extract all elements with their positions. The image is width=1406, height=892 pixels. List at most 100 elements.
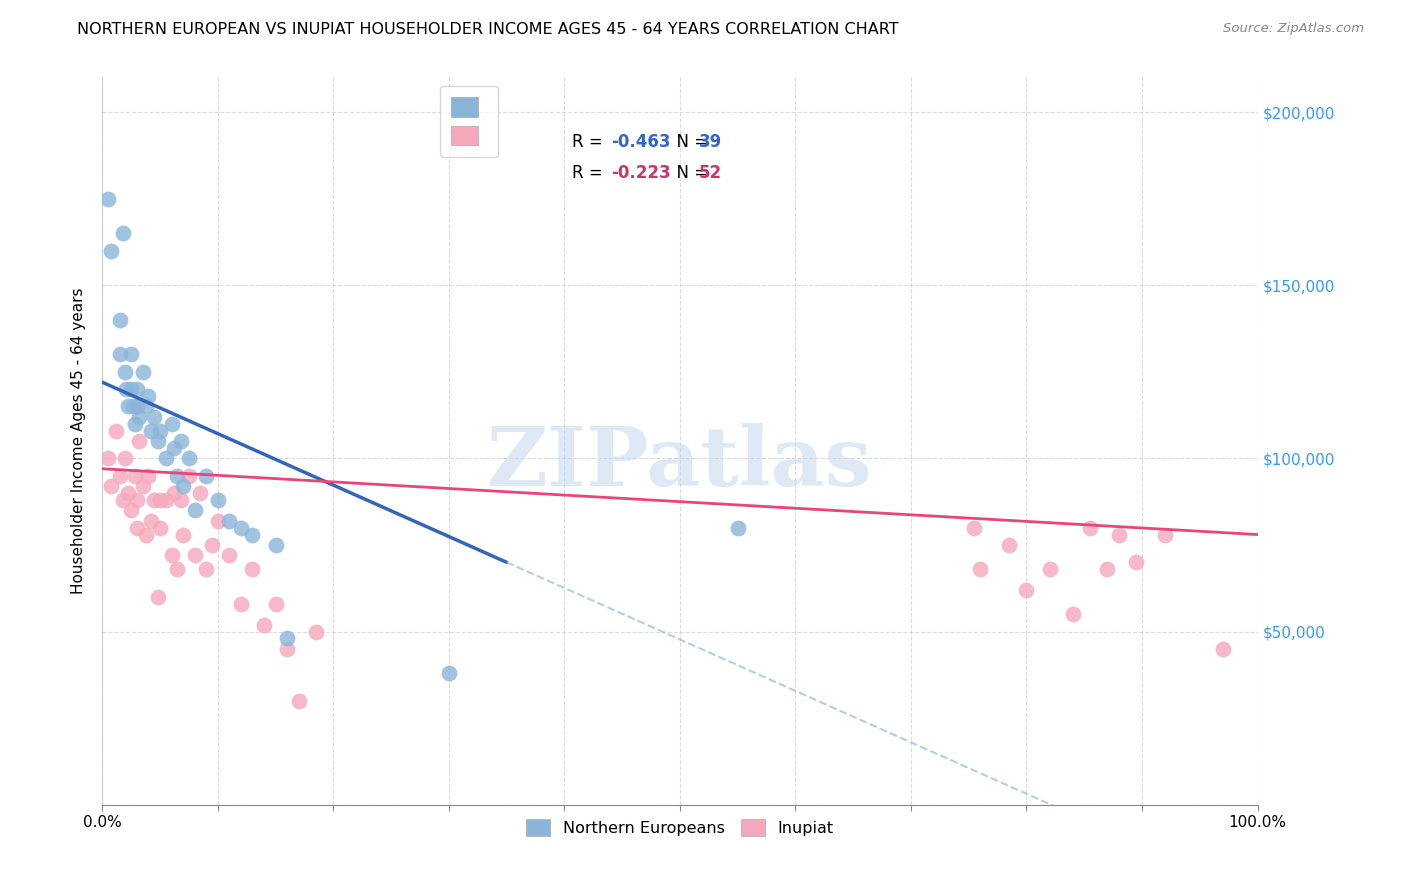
Point bbox=[120, 382, 142, 396]
Point bbox=[264, 538, 287, 552]
Point bbox=[218, 514, 240, 528]
Point bbox=[253, 617, 276, 632]
Point bbox=[122, 400, 145, 414]
Point bbox=[172, 479, 194, 493]
Point bbox=[131, 479, 153, 493]
Point bbox=[117, 486, 139, 500]
Point bbox=[166, 562, 188, 576]
Point bbox=[201, 538, 224, 552]
Point bbox=[170, 434, 193, 448]
Point bbox=[172, 527, 194, 541]
Point bbox=[115, 382, 138, 396]
Point bbox=[128, 434, 150, 448]
Point bbox=[163, 441, 186, 455]
Text: 39: 39 bbox=[699, 133, 721, 151]
Text: N =: N = bbox=[666, 164, 713, 182]
Point bbox=[1038, 562, 1060, 576]
Point bbox=[135, 400, 157, 414]
Point bbox=[183, 503, 205, 517]
Point bbox=[105, 424, 128, 438]
Text: NORTHERN EUROPEAN VS INUPIAT HOUSEHOLDER INCOME AGES 45 - 64 YEARS CORRELATION C: NORTHERN EUROPEAN VS INUPIAT HOUSEHOLDER… bbox=[77, 22, 898, 37]
Point bbox=[229, 597, 252, 611]
Legend: Northern Europeans, Inupiat: Northern Europeans, Inupiat bbox=[519, 811, 842, 844]
Point bbox=[138, 468, 160, 483]
Point bbox=[998, 538, 1021, 552]
Point bbox=[229, 521, 252, 535]
Point bbox=[1078, 521, 1101, 535]
Y-axis label: Householder Income Ages 45 - 64 years: Householder Income Ages 45 - 64 years bbox=[72, 288, 86, 594]
Text: R =: R = bbox=[572, 164, 607, 182]
Text: R =: R = bbox=[572, 133, 607, 151]
Point bbox=[1108, 527, 1130, 541]
Point bbox=[183, 549, 205, 563]
Point bbox=[97, 451, 120, 466]
Point bbox=[160, 417, 183, 431]
Point bbox=[170, 492, 193, 507]
Point bbox=[117, 400, 139, 414]
Point bbox=[125, 521, 148, 535]
Point bbox=[305, 624, 328, 639]
Point bbox=[120, 503, 142, 517]
Point bbox=[155, 451, 177, 466]
Point bbox=[963, 521, 986, 535]
Point bbox=[195, 468, 218, 483]
Point bbox=[125, 492, 148, 507]
Point bbox=[108, 347, 131, 361]
Point bbox=[1015, 582, 1038, 597]
Text: -0.223: -0.223 bbox=[612, 164, 671, 182]
Point bbox=[114, 365, 136, 379]
Text: -0.463: -0.463 bbox=[612, 133, 671, 151]
Point bbox=[287, 694, 309, 708]
Point bbox=[125, 400, 148, 414]
Point bbox=[149, 492, 172, 507]
Point bbox=[100, 479, 122, 493]
Point bbox=[727, 521, 749, 535]
Point bbox=[163, 486, 186, 500]
Point bbox=[166, 468, 188, 483]
Point bbox=[1125, 555, 1147, 569]
Text: N =: N = bbox=[666, 133, 713, 151]
Point bbox=[114, 451, 136, 466]
Point bbox=[437, 666, 460, 681]
Point bbox=[138, 389, 160, 403]
Point bbox=[242, 562, 264, 576]
Point bbox=[1062, 607, 1084, 622]
Text: 52: 52 bbox=[699, 164, 721, 182]
Point bbox=[276, 632, 298, 646]
Point bbox=[149, 521, 172, 535]
Point bbox=[124, 417, 146, 431]
Point bbox=[108, 313, 131, 327]
Point bbox=[276, 641, 298, 656]
Point bbox=[1097, 562, 1119, 576]
Point bbox=[120, 347, 142, 361]
Point bbox=[135, 527, 157, 541]
Text: Source: ZipAtlas.com: Source: ZipAtlas.com bbox=[1223, 22, 1364, 36]
Point bbox=[149, 424, 172, 438]
Point bbox=[155, 492, 177, 507]
Point bbox=[195, 562, 218, 576]
Point bbox=[143, 492, 166, 507]
Point bbox=[177, 451, 200, 466]
Point bbox=[1212, 641, 1234, 656]
Point bbox=[264, 597, 287, 611]
Point bbox=[139, 514, 162, 528]
Point bbox=[111, 492, 134, 507]
Point bbox=[124, 468, 146, 483]
Point bbox=[139, 424, 162, 438]
Point bbox=[1154, 527, 1177, 541]
Point bbox=[128, 409, 150, 424]
Point bbox=[111, 227, 134, 241]
Point bbox=[218, 549, 240, 563]
Point bbox=[143, 409, 166, 424]
Point bbox=[242, 527, 264, 541]
Point bbox=[146, 590, 169, 604]
Point bbox=[100, 244, 122, 258]
Point bbox=[177, 468, 200, 483]
Point bbox=[207, 492, 229, 507]
Point bbox=[146, 434, 169, 448]
Point bbox=[125, 382, 148, 396]
Point bbox=[97, 192, 120, 206]
Text: ZIPatlas: ZIPatlas bbox=[486, 423, 873, 503]
Point bbox=[160, 549, 183, 563]
Point bbox=[969, 562, 991, 576]
